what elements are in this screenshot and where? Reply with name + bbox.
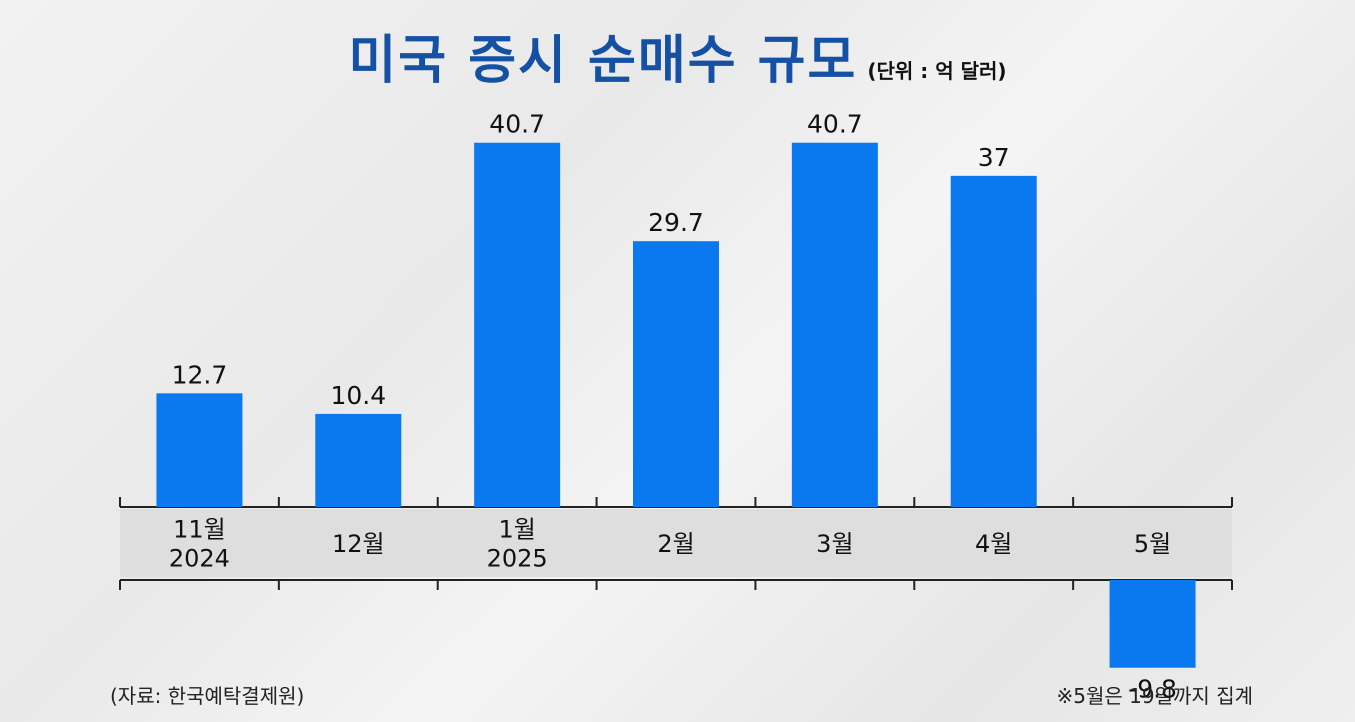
category-band — [120, 509, 1232, 577]
bar — [1109, 580, 1196, 668]
value-label: 40.7 — [807, 110, 863, 139]
unit-label: (단위 : 억 달러) — [867, 59, 1007, 83]
value-label: 37 — [978, 143, 1010, 172]
bar — [633, 241, 719, 507]
title-row: 미국 증시 순매수 규모 (단위 : 억 달러) — [0, 18, 1355, 93]
bar — [950, 175, 1037, 507]
category-label: 11월 — [173, 516, 226, 544]
bar — [156, 393, 243, 507]
value-label: -9.8 — [1128, 675, 1177, 704]
category-label: 2월 — [657, 530, 694, 558]
category-label: 4월 — [975, 530, 1012, 558]
category-label: 2025 — [487, 545, 548, 573]
category-label: 3월 — [816, 530, 853, 558]
value-label: 40.7 — [489, 110, 545, 139]
value-label: 12.7 — [172, 360, 228, 389]
period-note: ※5월은 19일까지 집계 — [1056, 684, 1253, 708]
category-label: 2024 — [169, 545, 230, 573]
category-label: 5월 — [1134, 530, 1171, 558]
value-label: 29.7 — [648, 208, 704, 237]
source-note: (자료: 한국예탁결제원) — [110, 684, 305, 708]
bar — [474, 142, 561, 508]
category-label: 12월 — [332, 530, 385, 558]
category-label: 1월 — [498, 516, 535, 544]
bar — [315, 413, 402, 507]
chart-title: 미국 증시 순매수 규모 — [348, 31, 858, 91]
bar — [791, 142, 878, 508]
value-label: 10.4 — [330, 381, 386, 410]
